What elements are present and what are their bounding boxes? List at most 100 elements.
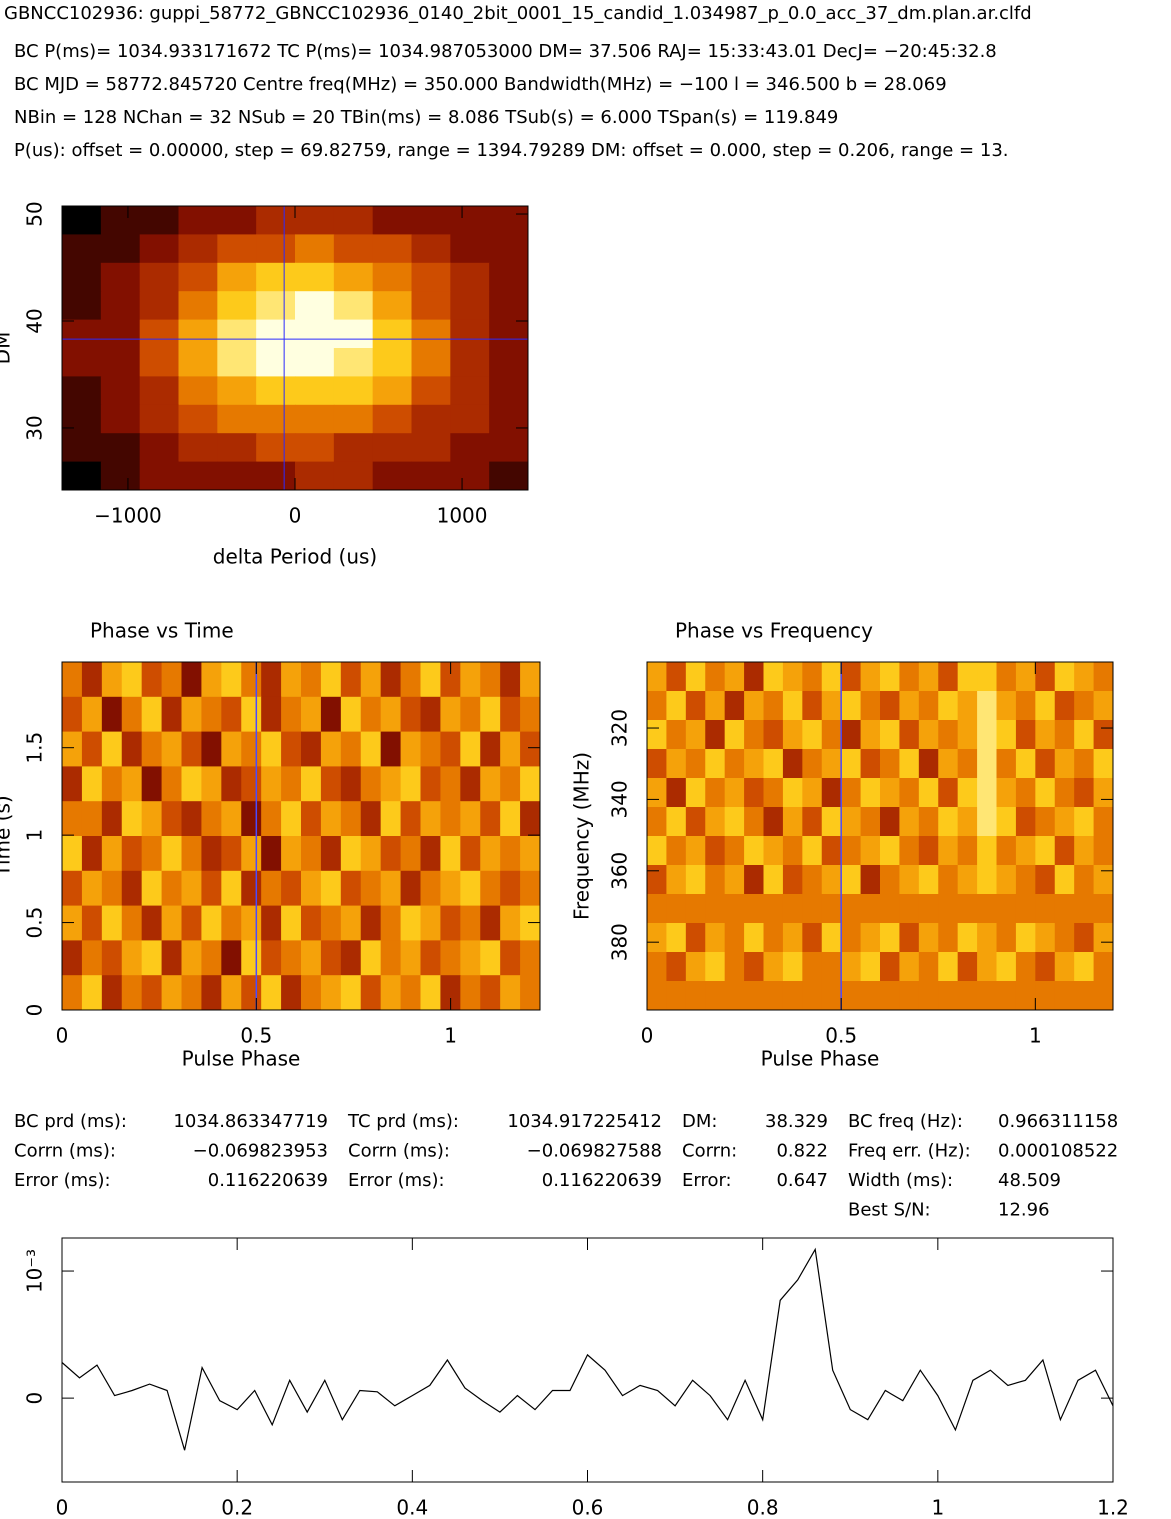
heatmap-cell (460, 836, 481, 872)
stat-label: DM: (682, 1111, 717, 1132)
heatmap-cell (281, 801, 302, 837)
heatmap-cell (666, 749, 687, 779)
heatmap-cell (957, 865, 978, 895)
heatmap-cell (957, 778, 978, 808)
heatmap-cell (977, 981, 997, 1011)
heatmap-cell (340, 940, 362, 976)
heatmap-cell (411, 319, 451, 349)
heatmap-cell (217, 376, 257, 406)
heatmap-cell (705, 807, 726, 837)
heatmap-cell (1054, 981, 1075, 1011)
heatmap-cell (705, 894, 726, 924)
heatmap-cell (380, 731, 402, 767)
heatmap-cell (724, 691, 745, 721)
heatmap-cell (647, 836, 667, 866)
heatmap-cell (489, 319, 529, 349)
heatmap-cell (440, 766, 461, 802)
heatmap-cell (685, 749, 706, 779)
heatmap-cell (782, 749, 803, 779)
heatmap-cell (380, 766, 402, 802)
heatmap-cell (1035, 952, 1056, 982)
heatmap-cell (301, 975, 322, 1011)
heatmap-cell (918, 778, 939, 808)
heatmap-cell (996, 691, 1017, 721)
heatmap-cell (420, 662, 441, 698)
heatmap-cell (1093, 981, 1114, 1011)
heatmap-cell (201, 870, 222, 907)
heatmap-cell (880, 720, 900, 750)
heatmap-cell (860, 981, 881, 1011)
heatmap-cell (221, 731, 242, 767)
heatmap-cell (647, 923, 667, 953)
heatmap-cell (860, 720, 881, 750)
stat-value: 1034.917225412 (507, 1111, 662, 1132)
heatmap-cell (81, 731, 103, 767)
heatmap-cell (724, 836, 745, 866)
heatmap-cell (221, 801, 242, 837)
heatmap-cell (181, 836, 202, 872)
heatmap-cell (685, 662, 706, 692)
heatmap-cell (763, 807, 784, 837)
heatmap-cell (201, 836, 222, 872)
heatmap-cell (802, 952, 823, 982)
heatmap-cell (880, 749, 900, 779)
heatmap-cell (420, 766, 441, 802)
heatmap-cell (241, 662, 262, 698)
heatmap-cell (261, 975, 282, 1011)
heatmap-cell (420, 905, 441, 941)
heatmap-cell (440, 662, 461, 698)
x-tick-label: 1 (931, 1496, 944, 1519)
heatmap-cell (217, 291, 257, 321)
heatmap-cell (860, 836, 881, 866)
heatmap-cell (400, 836, 421, 872)
stat-label: Corrn (ms): (14, 1141, 116, 1162)
heatmap-cell (301, 836, 322, 872)
heatmap-cell (647, 981, 667, 1011)
heatmap-cell (372, 376, 412, 406)
heatmap-cell (1035, 720, 1056, 750)
heatmap-cell (62, 234, 102, 264)
y-tick-label: 360 (608, 852, 632, 890)
heatmap-cell (1015, 778, 1036, 808)
heatmap-cell (918, 894, 939, 924)
heatmap-cell (1035, 923, 1056, 953)
heatmap-cell (81, 975, 103, 1011)
heatmap-cell (420, 940, 441, 976)
heatmap-cell (938, 778, 959, 808)
heatmap-cell (62, 404, 102, 434)
heatmap-cell (81, 905, 103, 941)
heatmap-cell (705, 952, 726, 982)
heatmap-cell (899, 749, 920, 779)
heatmap-cell (520, 940, 541, 976)
heatmap-cell (996, 865, 1017, 895)
heatmap-cell (782, 807, 803, 837)
heatmap-cell (100, 348, 141, 377)
heatmap-cell (489, 433, 529, 463)
heatmap-cell (841, 749, 862, 779)
x-tick-label: 0.5 (240, 1024, 272, 1048)
stat-label: Corrn: (682, 1141, 737, 1162)
heatmap-cell (256, 404, 296, 434)
heatmap-cell (480, 836, 501, 872)
heatmap-cell (201, 696, 222, 733)
heatmap-cell (480, 766, 501, 802)
heatmap-cell (221, 905, 242, 941)
heatmap-cell (1054, 662, 1075, 692)
heatmap-cell (161, 870, 182, 907)
stat-value: 0.647 (776, 1170, 828, 1191)
x-tick-label: 0 (641, 1024, 654, 1048)
heatmap-cell (489, 461, 529, 491)
heatmap-cell (918, 691, 939, 721)
heatmap-cell (333, 348, 374, 377)
heatmap-cell (802, 981, 823, 1011)
heatmap-cell (460, 696, 481, 733)
heatmap-cell (996, 662, 1017, 692)
heatmap-cell (821, 807, 842, 837)
heatmap-cell (647, 807, 667, 837)
heatmap-cell (1054, 749, 1075, 779)
y-axis-label: Time (s) (0, 795, 15, 877)
heatmap-cell (372, 461, 412, 491)
heatmap-cell (100, 433, 141, 463)
heatmap-cell (841, 923, 862, 953)
heatmap-cell (666, 952, 687, 982)
